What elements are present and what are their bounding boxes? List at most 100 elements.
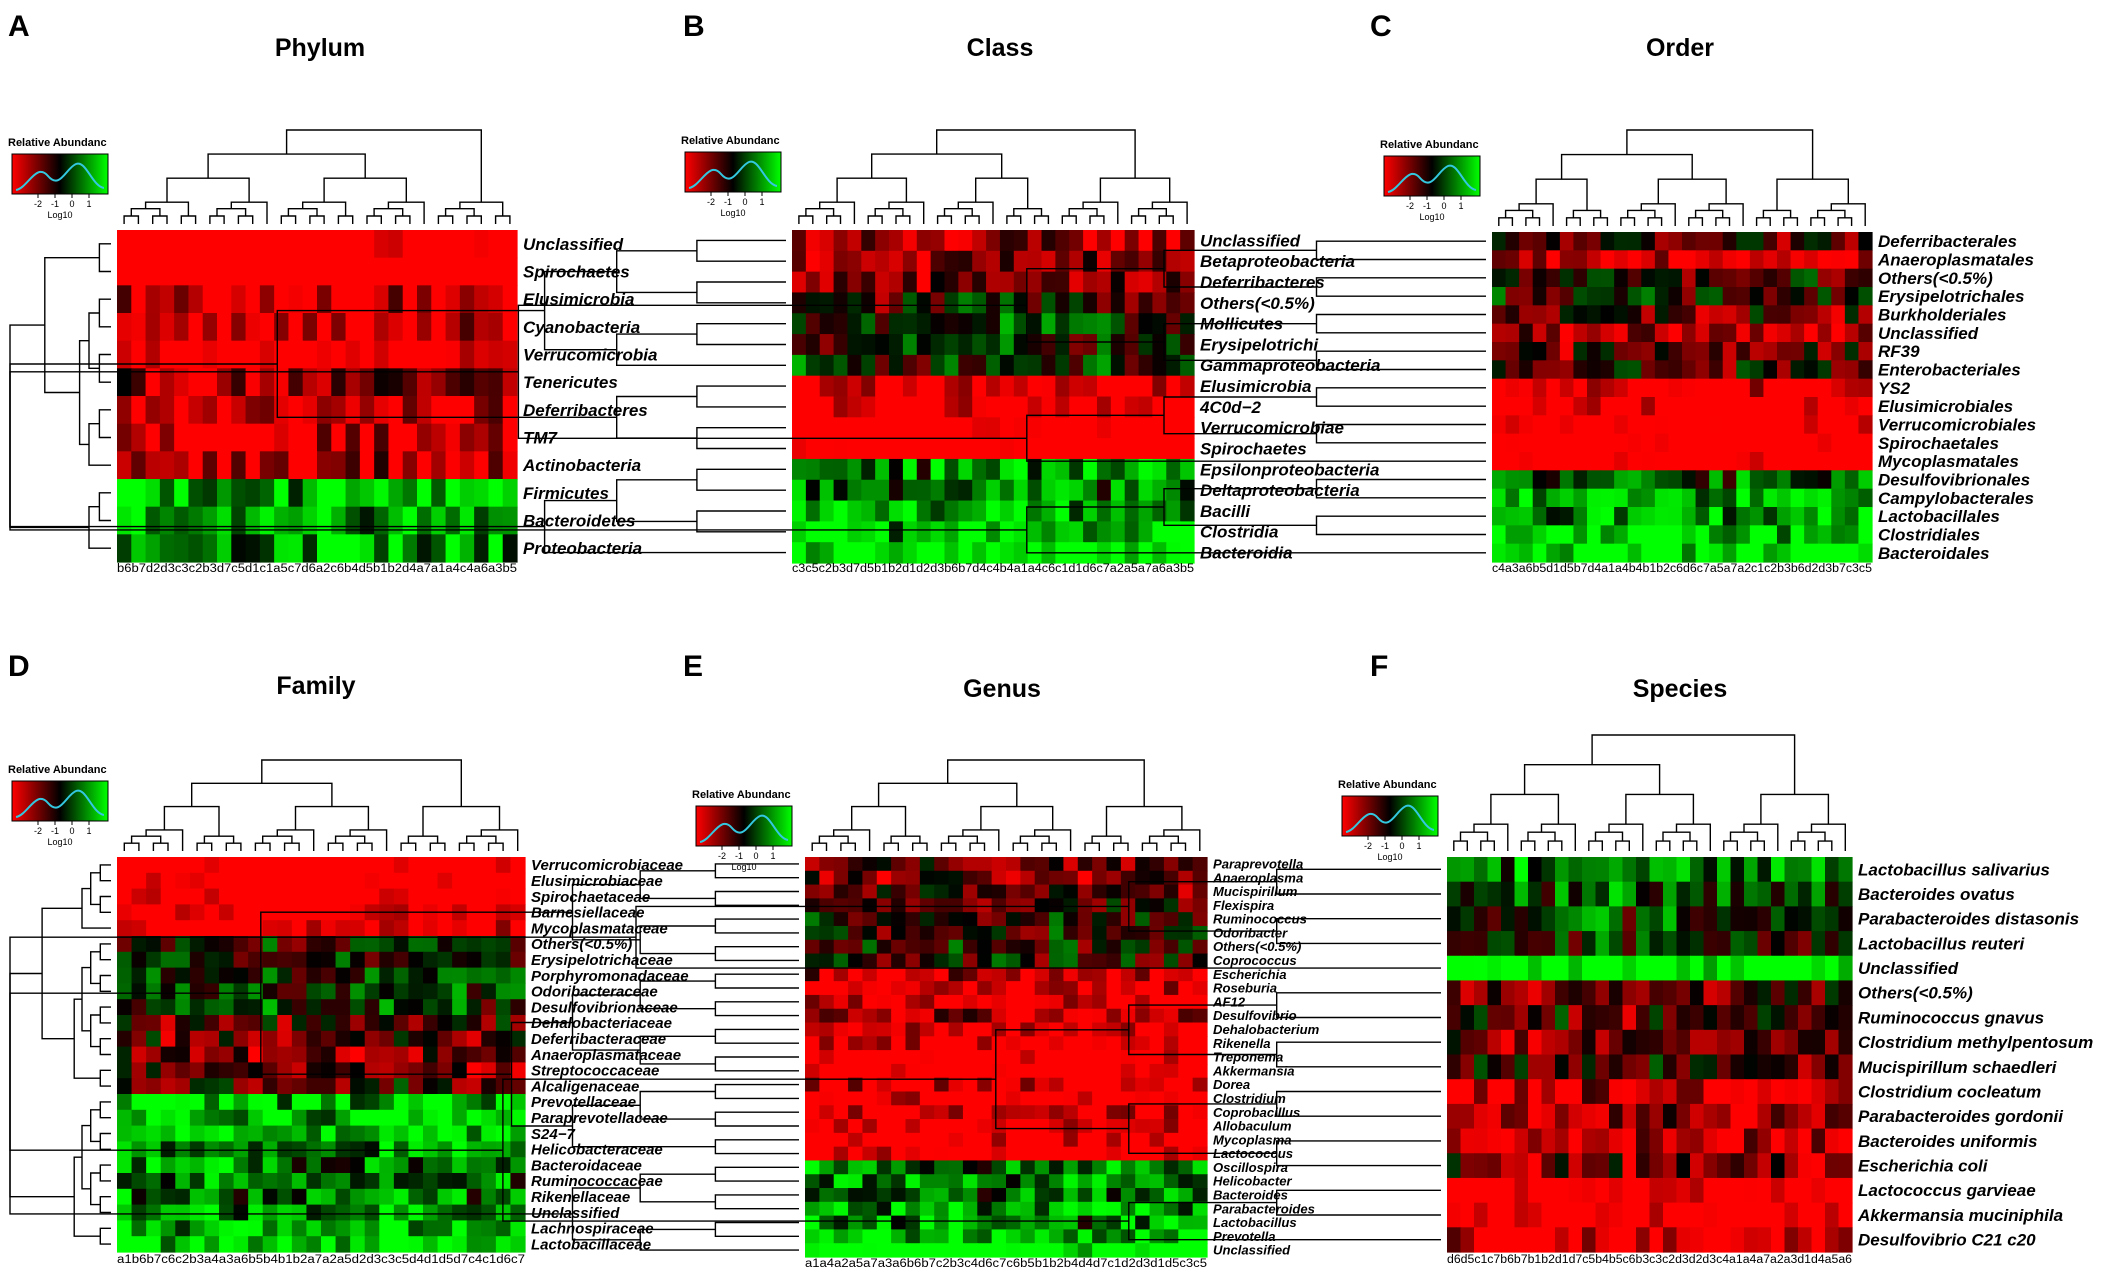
row-label: Unclassified xyxy=(531,1205,620,1222)
heatmap-cell xyxy=(510,1125,526,1142)
heatmap-cell xyxy=(805,1243,820,1258)
heatmap-cell xyxy=(986,458,1001,481)
heatmap-cell xyxy=(1790,488,1805,508)
heatmap-cell xyxy=(1703,1177,1718,1204)
heatmap-cell xyxy=(1041,334,1056,356)
heatmap-cell xyxy=(189,1125,206,1142)
heatmap-cell xyxy=(805,1077,820,1093)
heatmap-cell xyxy=(481,1125,497,1142)
color-key-density-line xyxy=(15,789,105,818)
heatmap-cell xyxy=(1546,470,1561,490)
heatmap-cell xyxy=(331,368,347,397)
row-label: Deferribacteres xyxy=(1200,273,1325,292)
heatmap-cell xyxy=(1744,955,1759,982)
heatmap-cell xyxy=(481,1046,497,1063)
heatmap-cell xyxy=(1609,955,1624,982)
heatmap-cell xyxy=(833,994,849,1010)
heatmap-cell xyxy=(1555,1005,1570,1031)
color-key-tick-label: 1 xyxy=(770,851,775,861)
heatmap-cell xyxy=(262,1188,278,1206)
panel-letter: A xyxy=(8,10,30,43)
heatmap-cell xyxy=(1757,980,1772,1006)
heatmap-cell xyxy=(1757,1054,1772,1080)
heatmap-cell xyxy=(1614,507,1629,526)
heatmap-cell xyxy=(188,368,204,397)
heatmap-cell xyxy=(1063,1105,1079,1120)
heatmap-cell xyxy=(1771,1079,1786,1105)
heatmap-cell xyxy=(1555,1054,1570,1080)
row-label: Odoribacteraceae xyxy=(531,984,658,1001)
heatmap-cell xyxy=(1034,1063,1050,1079)
heatmap-cell xyxy=(245,479,261,508)
heatmap-cell xyxy=(402,534,418,563)
heatmap-cell xyxy=(1178,884,1194,899)
heatmap-cell xyxy=(131,983,147,1000)
heatmap-cell xyxy=(393,872,410,890)
heatmap-cell xyxy=(217,230,232,259)
heatmap-cell xyxy=(1092,1243,1108,1258)
heatmap-cell xyxy=(1096,458,1112,481)
heatmap-cell xyxy=(972,521,987,543)
heatmap-cell xyxy=(934,1188,950,1203)
heatmap-cell xyxy=(1790,433,1805,453)
heatmap-cell xyxy=(1505,488,1520,508)
heatmap-cell xyxy=(1505,360,1520,380)
row-label: Mucispirillum xyxy=(1213,884,1298,899)
heatmap-cell xyxy=(345,396,361,425)
heatmap-cell xyxy=(1474,1054,1489,1080)
heatmap-cell xyxy=(1138,396,1154,418)
heatmap-cell xyxy=(1106,953,1122,968)
heatmap-cell xyxy=(1609,857,1624,883)
heatmap-cell xyxy=(1757,955,1772,982)
heatmap-cell xyxy=(1838,1103,1853,1130)
heatmap-cell xyxy=(1055,250,1070,273)
heatmap-cell xyxy=(1474,1202,1489,1228)
heatmap-cell xyxy=(1582,980,1597,1006)
heatmap-cell xyxy=(1682,250,1697,270)
dendrogram-branch xyxy=(99,1006,111,1024)
heatmap-cell xyxy=(1568,1054,1583,1080)
heatmap-cell xyxy=(1614,360,1629,380)
heatmap-cell xyxy=(930,250,946,273)
heatmap-cell xyxy=(819,1243,835,1258)
heatmap-cell xyxy=(1152,375,1167,398)
heatmap-cell xyxy=(1838,955,1853,982)
dendrogram-branch xyxy=(1776,178,1849,211)
heatmap-cell xyxy=(481,951,497,969)
heatmap-cell xyxy=(1166,521,1181,543)
heatmap-cell xyxy=(437,872,453,890)
heatmap-cell xyxy=(1135,857,1151,872)
heatmap-cell xyxy=(423,983,439,1000)
heatmap-cell xyxy=(1573,415,1588,435)
heatmap-cell xyxy=(1492,543,1507,563)
heatmap-cell xyxy=(117,1188,133,1206)
heatmap-cell xyxy=(1546,342,1561,361)
heatmap-cell xyxy=(1013,542,1029,564)
heatmap-cell xyxy=(174,257,190,286)
heatmap-cell xyxy=(833,1229,849,1244)
heatmap-cell xyxy=(1532,268,1547,288)
heatmap-cell xyxy=(1106,1063,1122,1079)
heatmap-cell xyxy=(819,479,835,502)
color-key-tick-label: 1 xyxy=(86,826,91,836)
heatmap-cell xyxy=(1006,1105,1021,1120)
heatmap-cell xyxy=(481,1157,497,1174)
heatmap-cell xyxy=(1120,953,1136,968)
heatmap-cell xyxy=(262,967,278,984)
heatmap-cell xyxy=(1106,884,1122,899)
heatmap-cell xyxy=(1582,1128,1597,1154)
heatmap-cell xyxy=(876,857,892,872)
heatmap-cell xyxy=(1771,1128,1786,1154)
heatmap-cell xyxy=(1049,884,1065,899)
heatmap-cell xyxy=(359,506,375,535)
heatmap-cell xyxy=(1192,1243,1208,1258)
heatmap-cell xyxy=(962,1188,978,1203)
heatmap-cell xyxy=(1049,1243,1065,1258)
heatmap-cell xyxy=(452,1220,468,1237)
heatmap-cell xyxy=(1749,250,1765,270)
heatmap-cell xyxy=(1514,1153,1529,1179)
heatmap-cell xyxy=(1622,881,1637,907)
heatmap-cell xyxy=(1110,396,1126,418)
heatmap-cell xyxy=(930,230,946,252)
heatmap-cell xyxy=(1614,433,1629,453)
